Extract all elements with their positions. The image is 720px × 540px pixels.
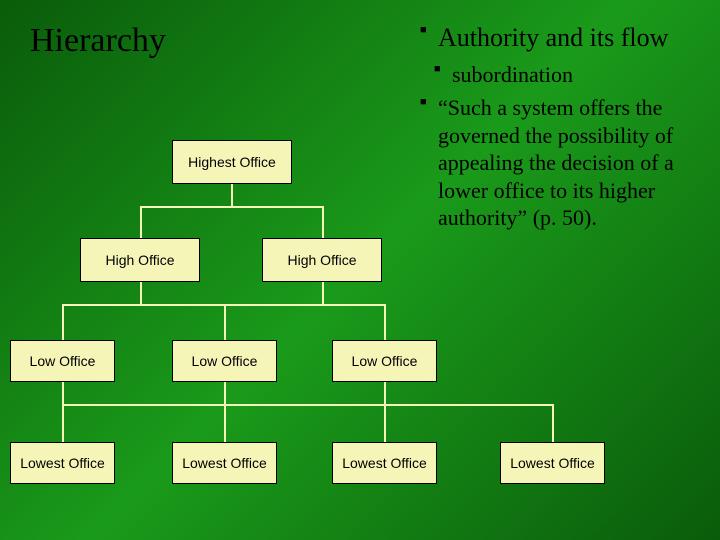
conn <box>322 282 324 304</box>
node-lowest-office: Lowest Office <box>500 442 605 484</box>
bullet-authority: Authority and its flow <box>420 22 710 55</box>
conn <box>552 404 554 442</box>
slide-title: Hierarchy <box>30 22 166 60</box>
org-chart: Highest Office High Office High Office L… <box>0 130 720 530</box>
node-high-office: High Office <box>80 238 200 282</box>
node-high-office: High Office <box>262 238 382 282</box>
node-low-office: Low Office <box>332 340 437 382</box>
conn <box>224 404 226 442</box>
conn <box>224 304 226 340</box>
conn <box>140 282 142 304</box>
conn <box>384 382 386 404</box>
conn <box>231 184 233 206</box>
node-lowest-office: Lowest Office <box>10 442 115 484</box>
bullet-subordination: subordination <box>434 61 710 89</box>
node-lowest-office: Lowest Office <box>332 442 437 484</box>
conn <box>384 404 386 442</box>
conn <box>322 206 324 238</box>
node-highest-office: Highest Office <box>172 140 292 184</box>
node-low-office: Low Office <box>172 340 277 382</box>
conn <box>62 304 64 340</box>
conn <box>384 304 386 340</box>
conn <box>140 206 142 238</box>
conn <box>62 382 64 404</box>
node-low-office: Low Office <box>10 340 115 382</box>
node-lowest-office: Lowest Office <box>172 442 277 484</box>
conn <box>62 404 552 406</box>
conn <box>224 382 226 404</box>
conn <box>140 206 322 208</box>
conn <box>62 404 64 442</box>
